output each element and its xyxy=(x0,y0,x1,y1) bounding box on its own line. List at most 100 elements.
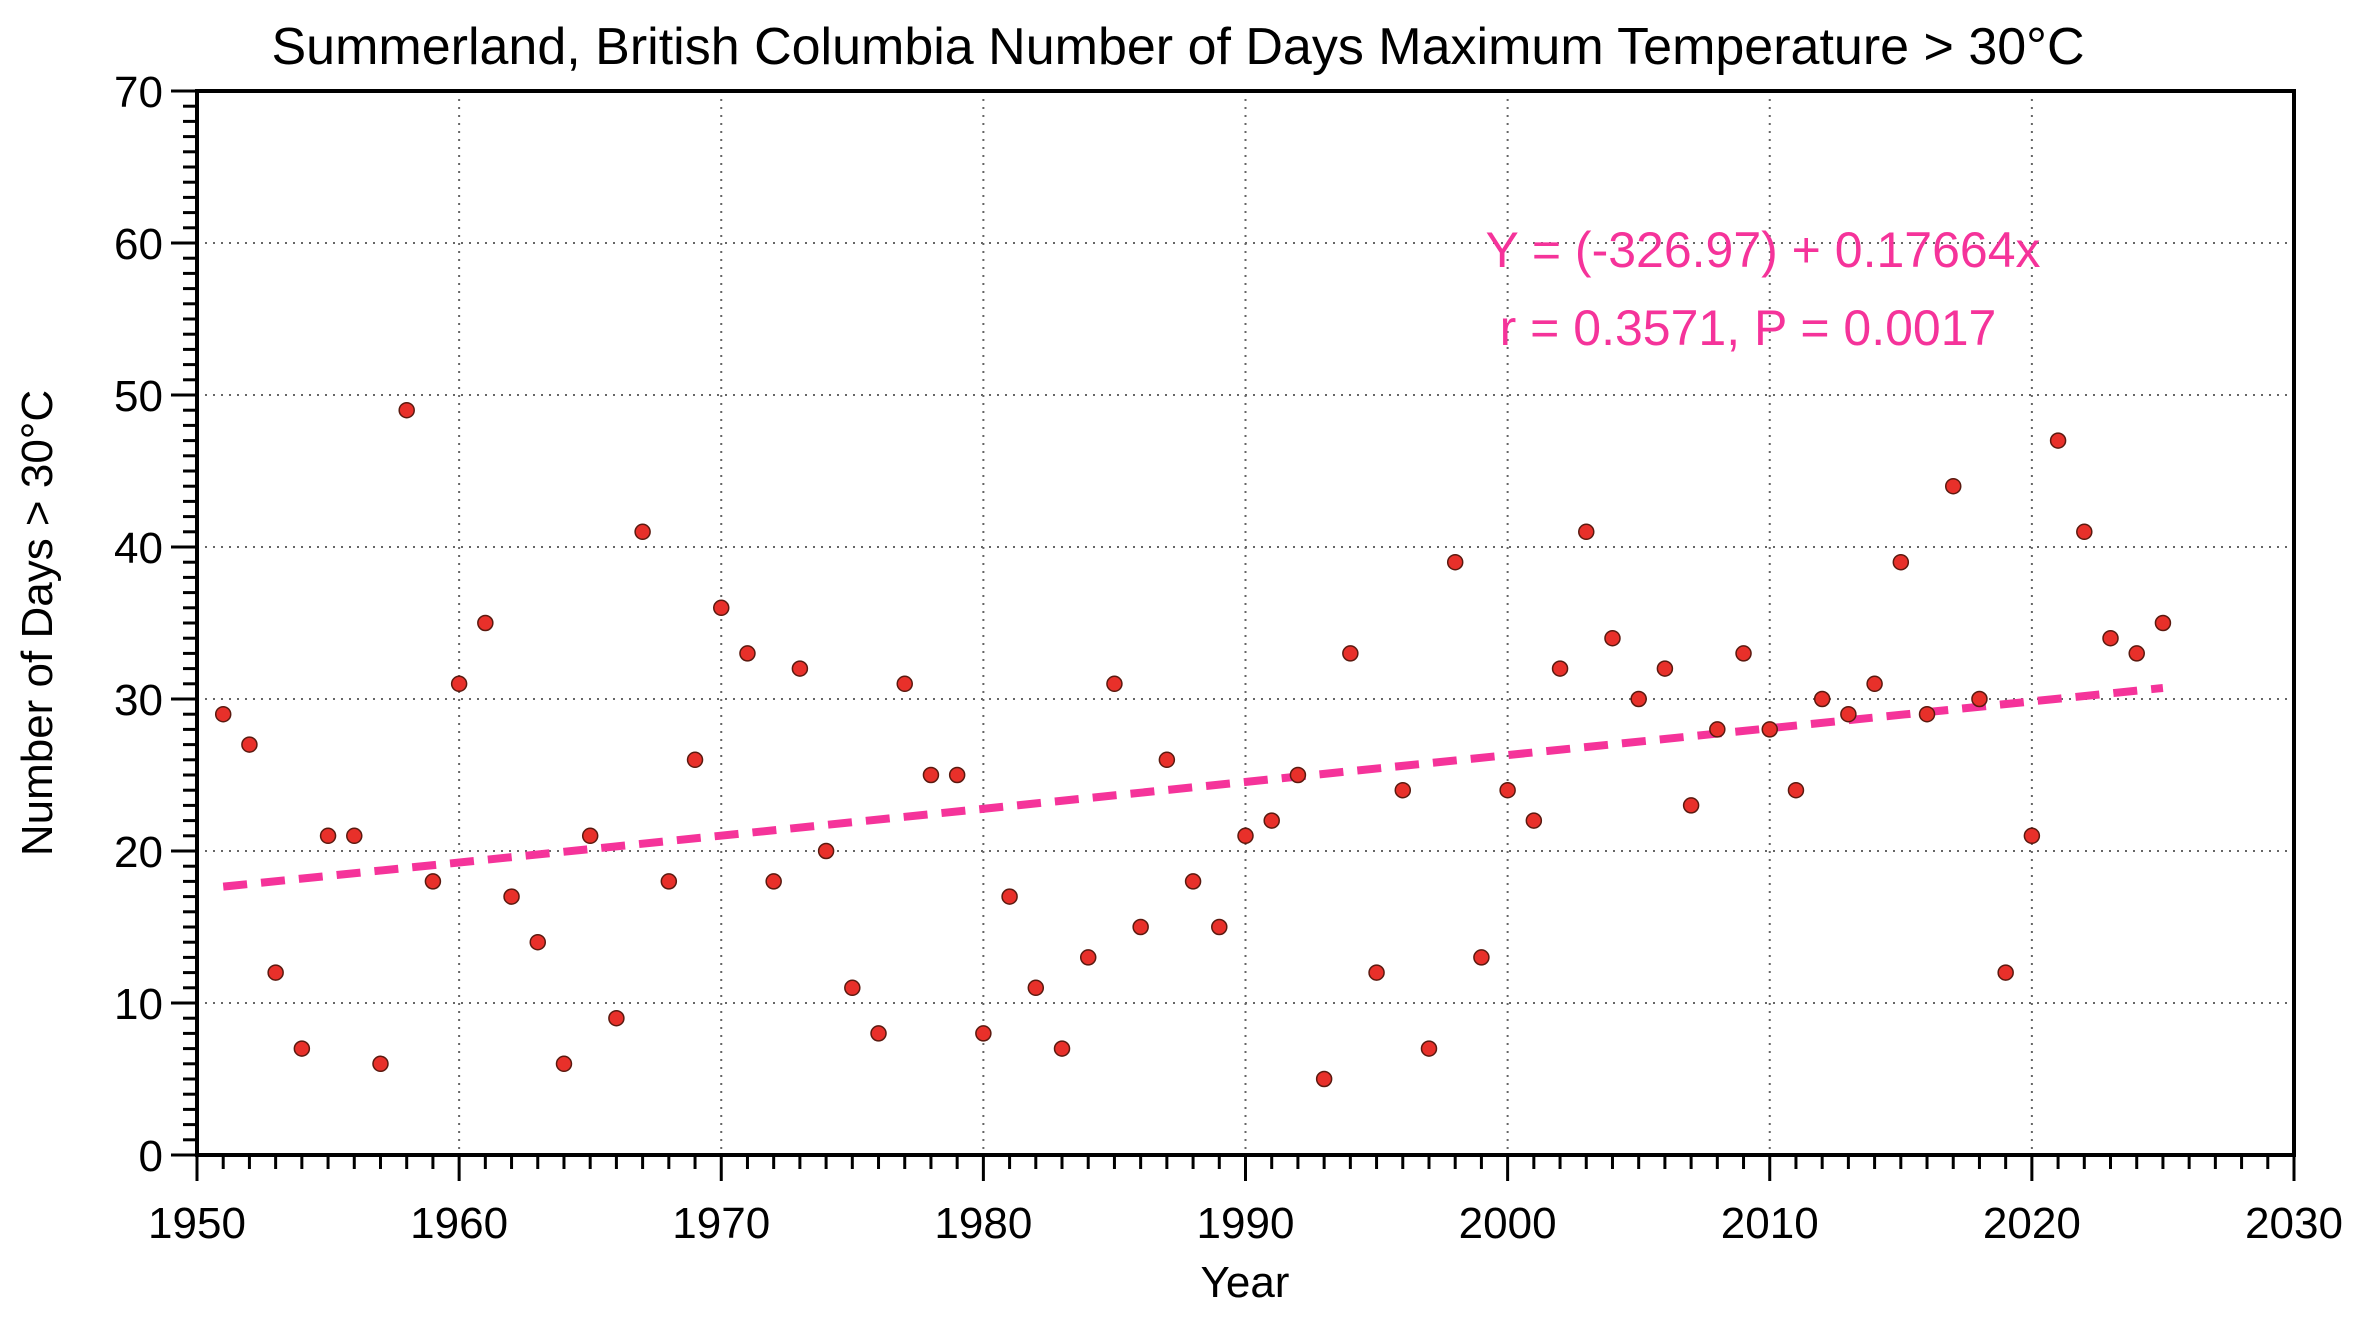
y-tick-label: 40 xyxy=(114,524,163,573)
x-tick-label: 1980 xyxy=(934,1199,1032,1248)
data-point xyxy=(241,736,258,753)
x-tick-label: 2010 xyxy=(1721,1199,1819,1248)
data-point xyxy=(1525,812,1543,829)
data-point xyxy=(1971,690,1988,708)
data-point xyxy=(1813,690,1831,708)
x-tick-labels: 1950 1960 1970 1980 1990 2000 2010 2020 2030 xyxy=(148,1199,2343,1248)
y-axis-label: Number of Days > 30°C xyxy=(13,390,62,856)
data-point xyxy=(267,964,284,981)
x-tick-label: 2030 xyxy=(2245,1199,2343,1248)
data-point xyxy=(1132,918,1149,936)
x-axis-label: Year xyxy=(1201,1258,1290,1307)
data-points xyxy=(214,401,2172,1088)
y-tick-label: 20 xyxy=(114,828,163,877)
data-point xyxy=(372,1055,389,1073)
data-point xyxy=(555,1055,573,1073)
data-point xyxy=(2102,629,2119,647)
data-point xyxy=(1551,660,1569,677)
x-tick-label: 1950 xyxy=(148,1199,246,1248)
data-point xyxy=(2076,523,2093,541)
data-point xyxy=(2128,645,2145,662)
data-point xyxy=(424,873,442,890)
data-point xyxy=(975,1025,992,1042)
data-point xyxy=(1866,675,1883,693)
data-point xyxy=(791,660,809,677)
data-point xyxy=(765,873,782,890)
x-tick-label: 1970 xyxy=(672,1199,770,1248)
data-point xyxy=(1053,1040,1071,1057)
data-point xyxy=(1315,1070,1333,1088)
data-point xyxy=(450,675,468,693)
data-point xyxy=(1184,873,1202,890)
data-point xyxy=(844,979,861,997)
data-point xyxy=(1106,675,1123,693)
data-point xyxy=(739,645,756,662)
data-point xyxy=(1892,553,1910,571)
data-point xyxy=(1997,964,2014,981)
data-point xyxy=(1420,1040,1438,1057)
x-tick-label: 1990 xyxy=(1197,1199,1295,1248)
y-tick-label: 50 xyxy=(114,372,163,421)
trendline xyxy=(222,683,2164,891)
data-point xyxy=(398,401,415,419)
data-point xyxy=(948,766,966,784)
data-point xyxy=(1158,751,1176,769)
data-point xyxy=(1342,645,1359,662)
data-point xyxy=(503,888,520,905)
data-point xyxy=(1787,781,1805,799)
data-point xyxy=(477,614,494,632)
axis-ticks xyxy=(171,89,2296,1181)
data-point xyxy=(1446,553,1464,571)
data-point xyxy=(1604,629,1621,647)
data-point xyxy=(1761,721,1778,738)
data-point xyxy=(2023,827,2041,845)
data-point xyxy=(896,675,913,693)
data-point xyxy=(608,1009,625,1027)
data-point xyxy=(529,933,547,951)
data-point xyxy=(2049,432,2067,449)
y-tick-label: 60 xyxy=(114,220,163,269)
data-point xyxy=(1709,721,1726,738)
data-point xyxy=(1735,645,1752,662)
data-point xyxy=(686,751,704,769)
data-point xyxy=(1499,781,1516,799)
data-point xyxy=(1840,705,1857,723)
data-point xyxy=(1263,812,1280,829)
data-point xyxy=(817,842,835,860)
regression-equation: Y = (-326.97) + 0.17664x xyxy=(1485,222,2040,278)
y-tick-label: 70 xyxy=(114,68,163,117)
y-tick-label: 0 xyxy=(139,1132,163,1181)
data-point xyxy=(2154,614,2172,632)
data-point xyxy=(214,705,232,723)
data-point xyxy=(1027,979,1045,997)
x-tick-label: 1960 xyxy=(410,1199,508,1248)
data-point xyxy=(1001,888,1018,905)
y-tick-label: 30 xyxy=(114,676,163,725)
data-point xyxy=(293,1040,311,1057)
data-point xyxy=(1289,766,1307,784)
grid xyxy=(197,91,2294,1155)
data-point xyxy=(660,873,678,890)
chart-title: Summerland, British Columbia Number of D… xyxy=(271,18,2084,76)
data-point xyxy=(1682,797,1700,814)
data-point xyxy=(581,827,599,845)
data-point xyxy=(1944,477,1962,495)
trendline-group xyxy=(222,683,2164,891)
data-point xyxy=(922,766,940,784)
data-point xyxy=(1237,827,1254,845)
data-point xyxy=(1578,523,1595,541)
regression-stats: r = 0.3571, P = 0.0017 xyxy=(1500,300,1997,356)
x-tick-label: 2020 xyxy=(1983,1199,2081,1248)
x-tick-label: 2000 xyxy=(1459,1199,1557,1248)
data-point xyxy=(1368,964,1385,981)
data-point xyxy=(634,523,651,541)
data-point xyxy=(1630,690,1647,708)
data-point xyxy=(1656,660,1674,677)
data-point xyxy=(1211,918,1228,936)
y-tick-label: 10 xyxy=(114,980,163,1029)
data-point xyxy=(1079,949,1097,966)
y-tick-labels: 0 10 20 30 40 50 60 70 xyxy=(114,68,163,1181)
data-point xyxy=(870,1025,887,1042)
data-point xyxy=(1918,705,1936,723)
